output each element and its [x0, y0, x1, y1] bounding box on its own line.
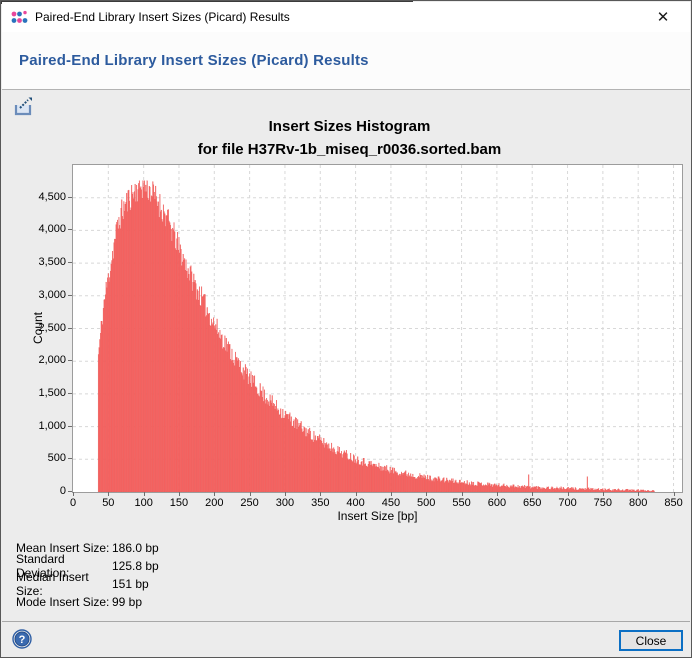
x-tick-mark	[178, 492, 180, 496]
chart-title-block: Insert Sizes Histogram for file H37Rv-1b…	[10, 115, 689, 161]
stat-row-median: Median Insert Size: 151 bp	[16, 570, 159, 598]
y-tick-mark	[68, 229, 72, 231]
x-tick-label: 300	[275, 497, 295, 509]
x-tick-label: 400	[346, 497, 365, 509]
button-bar: ? Close	[2, 621, 690, 656]
x-tick-mark	[284, 492, 286, 496]
y-tick-mark	[68, 196, 72, 198]
x-axis-title: Insert Size [bp]	[337, 509, 418, 523]
x-tick-mark	[461, 492, 463, 496]
y-tick-mark	[68, 294, 72, 296]
stat-label: Median Insert Size:	[16, 570, 89, 598]
stat-value: 125.8 bp	[112, 559, 159, 573]
x-tick-mark	[390, 492, 392, 496]
x-tick-label: 550	[452, 497, 471, 509]
histogram-plot	[72, 164, 683, 493]
y-tick-label: 2,000	[38, 354, 66, 367]
close-button[interactable]: Close	[619, 630, 683, 651]
y-tick-label: 1,500	[38, 386, 66, 399]
y-tick-label: 3,500	[38, 256, 66, 269]
x-tick-mark	[108, 492, 110, 496]
y-tick-mark	[68, 392, 72, 394]
x-tick-label: 150	[169, 497, 189, 509]
x-tick-mark	[214, 492, 216, 496]
summary-stats: Mean Insert Size: 186.0 bp Standard Devi…	[16, 539, 159, 611]
stat-label: Standard Deviation:	[16, 552, 70, 580]
x-tick-label: 800	[629, 497, 648, 509]
stat-label: Mean Insert Size:	[16, 541, 110, 555]
chart-title: Insert Sizes Histogram	[268, 118, 431, 135]
y-tick-mark	[68, 491, 72, 492]
stat-label: Mode Insert Size:	[16, 595, 110, 609]
y-tick-mark	[68, 360, 72, 362]
x-tick-mark	[249, 492, 251, 496]
y-tick-label: 3,000	[38, 288, 66, 301]
stat-value: 99 bp	[112, 595, 143, 609]
stat-value: 151 bp	[112, 577, 149, 591]
stat-value: 186.0 bp	[112, 541, 159, 555]
x-tick-mark	[496, 492, 498, 496]
x-tick-mark	[73, 492, 74, 496]
x-tick-mark	[532, 492, 534, 496]
x-tick-mark	[426, 492, 428, 496]
x-tick-label: 100	[134, 497, 153, 509]
x-tick-label: 450	[381, 497, 401, 509]
export-graphics-icon[interactable]	[13, 96, 37, 118]
x-tick-mark	[320, 492, 322, 496]
y-tick-label: 1,000	[38, 419, 66, 432]
help-icon[interactable]: ?	[12, 629, 32, 649]
dialog-header: Paired-End Library Insert Sizes (Picard)…	[2, 32, 690, 90]
y-tick-label: 500	[47, 452, 66, 465]
y-tick-mark	[68, 425, 72, 427]
window-title: Paired-End Library Insert Sizes (Picard)…	[35, 10, 290, 24]
x-tick-label: 350	[311, 497, 330, 509]
x-tick-mark	[673, 492, 675, 496]
x-tick-mark	[602, 492, 604, 496]
svg-text:?: ?	[19, 634, 26, 646]
x-tick-label: 600	[487, 497, 507, 509]
x-tick-label: 0	[69, 497, 77, 509]
x-tick-label: 650	[523, 497, 542, 509]
app-icon	[11, 10, 28, 23]
x-tick-label: 700	[558, 497, 577, 509]
y-tick-label: 4,000	[38, 223, 66, 236]
stat-row-mode: Mode Insert Size: 99 bp	[16, 593, 159, 611]
content-area: Insert Sizes Histogram for file H37Rv-1b…	[2, 91, 690, 623]
histogram-bars	[73, 165, 682, 492]
close-icon[interactable]: ✕	[656, 9, 670, 26]
y-tick-label: 0	[59, 485, 66, 497]
y-tick-label: 4,500	[38, 190, 66, 203]
page-title: Paired-End Library Insert Sizes (Picard)…	[19, 52, 369, 69]
y-tick-mark	[68, 262, 72, 264]
title-bar: Paired-End Library Insert Sizes (Picard)…	[2, 2, 690, 32]
x-tick-mark	[355, 492, 357, 496]
x-tick-label: 250	[240, 497, 259, 509]
x-tick-label: 200	[205, 497, 224, 509]
y-tick-label: 2,500	[38, 321, 66, 334]
stat-row-stddev: Standard Deviation: 125.8 bp	[16, 552, 159, 580]
stat-row-mean: Mean Insert Size: 186.0 bp	[16, 539, 159, 557]
x-tick-label: 50	[102, 497, 115, 509]
chart-subtitle: for file H37Rv-1b_miseq_r0036.sorted.bam	[197, 141, 502, 158]
x-tick-mark	[567, 492, 569, 496]
x-tick-label: 850	[664, 497, 683, 509]
y-tick-mark	[68, 458, 72, 460]
x-tick-label: 500	[417, 497, 436, 509]
x-tick-label: 750	[593, 497, 613, 509]
x-tick-mark	[143, 492, 145, 496]
y-tick-mark	[68, 327, 72, 329]
x-tick-mark	[638, 492, 640, 496]
